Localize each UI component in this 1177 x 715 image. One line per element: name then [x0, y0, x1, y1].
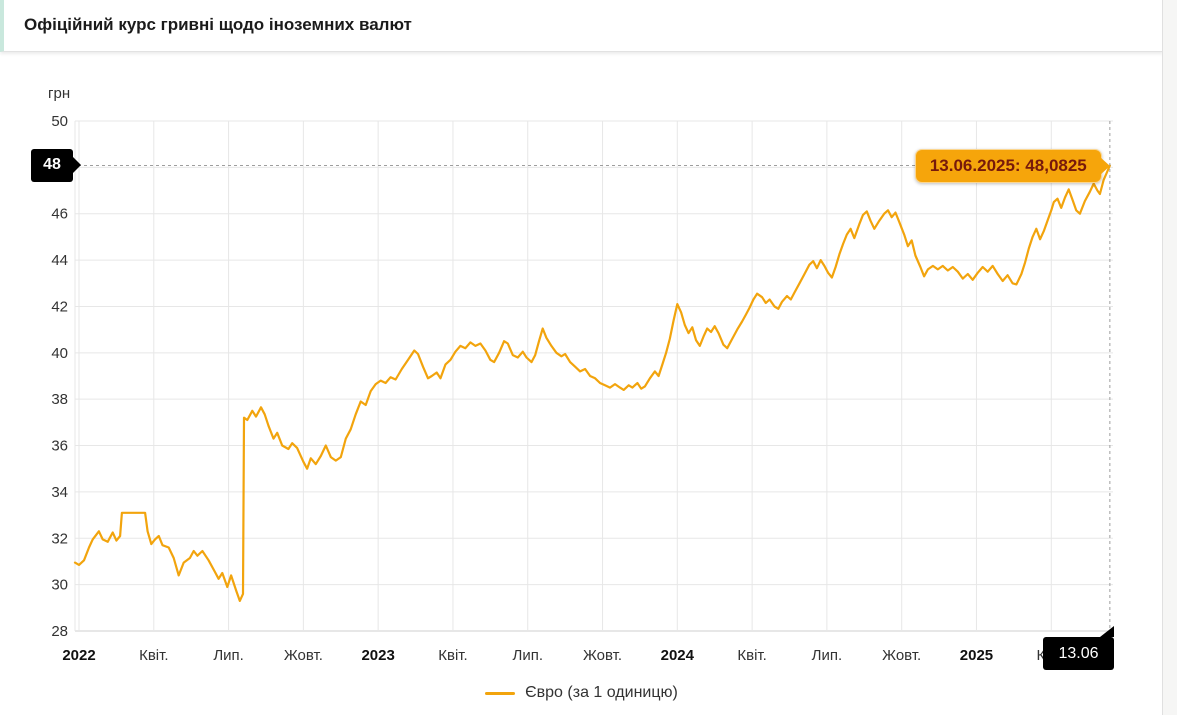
card-header: Офіційний курс гривні щодо іноземних вал… — [0, 0, 1163, 52]
svg-text:46: 46 — [51, 206, 68, 223]
svg-text:34: 34 — [51, 484, 68, 501]
svg-text:28: 28 — [51, 623, 68, 640]
y-axis-unit-label: грн — [48, 85, 71, 102]
tooltip-arrow-icon — [1099, 157, 1110, 176]
crosshair-date-label: 13.06 — [1043, 626, 1114, 670]
crosshair-date-text: 13.06 — [1058, 644, 1099, 662]
tooltip-text: 13.06.2025: 48,0825 — [929, 156, 1087, 176]
svg-text:Квіт.: Квіт. — [438, 647, 467, 664]
svg-text:Лип.: Лип. — [812, 647, 843, 664]
legend-line-icon — [485, 691, 516, 695]
legend-item-euro[interactable]: Євро (за 1 одиницю) — [485, 684, 678, 702]
crosshair-value-arrow-icon — [73, 157, 81, 174]
svg-text:2024: 2024 — [661, 647, 695, 664]
svg-text:Квіт.: Квіт. — [139, 647, 168, 664]
svg-text:2023: 2023 — [361, 647, 394, 664]
svg-text:32: 32 — [51, 530, 68, 547]
chart-legend: Євро (за 1 одиницю) — [0, 684, 1163, 702]
scrollbar[interactable] — [1162, 0, 1177, 715]
crosshair-value-label: 48 — [31, 148, 81, 182]
svg-text:Жовт.: Жовт. — [882, 647, 921, 664]
svg-text:40: 40 — [51, 345, 68, 362]
svg-text:Квіт.: Квіт. — [737, 647, 766, 664]
svg-text:Лип.: Лип. — [213, 647, 244, 664]
svg-text:44: 44 — [51, 252, 68, 269]
svg-text:Жовт.: Жовт. — [284, 647, 323, 664]
svg-text:2022: 2022 — [62, 647, 95, 664]
svg-text:36: 36 — [51, 438, 68, 455]
svg-text:Лип.: Лип. — [512, 647, 543, 664]
svg-text:30: 30 — [51, 577, 68, 594]
legend-item-label: Євро (за 1 одиницю) — [525, 684, 678, 701]
svg-text:Жовт.: Жовт. — [583, 647, 622, 664]
svg-text:2025: 2025 — [960, 647, 993, 664]
chart-tooltip: 13.06.2025: 48,0825 — [914, 149, 1110, 184]
crosshair-value-text: 48 — [43, 156, 61, 174]
page-title: Офіційний курс гривні щодо іноземних вал… — [24, 15, 412, 34]
svg-text:50: 50 — [51, 113, 68, 130]
svg-text:42: 42 — [51, 298, 68, 315]
svg-text:38: 38 — [51, 391, 68, 408]
crosshair-date-tail-icon — [1100, 626, 1114, 637]
